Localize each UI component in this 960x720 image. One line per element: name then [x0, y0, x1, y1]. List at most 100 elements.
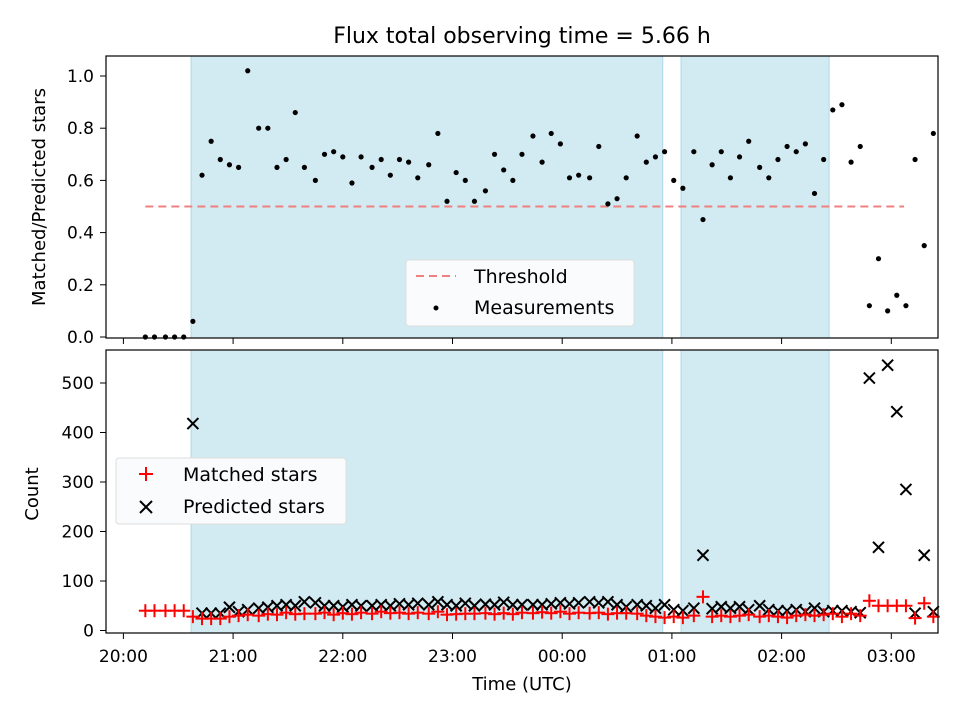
- measurement-point: [802, 141, 808, 147]
- top-legend: Threshold Measurements: [405, 259, 635, 327]
- predicted-marker-stroke: [449, 599, 463, 612]
- predicted-marker-stroke: [658, 598, 671, 611]
- measurement-point: [903, 303, 909, 309]
- measurement-point: [548, 130, 554, 137]
- x-tick-label: 02:00: [757, 647, 806, 667]
- shaded-region: [680, 55, 830, 339]
- measurement-point: [301, 164, 308, 170]
- predicted-marker-stroke: [431, 595, 445, 608]
- predicted-marker-stroke: [402, 598, 415, 611]
- measurement-point: [312, 177, 318, 183]
- predicted-star-point: [687, 602, 701, 615]
- bottom-y-tick-label: 100: [62, 572, 94, 592]
- threshold-legend-label: Threshold: [473, 266, 568, 288]
- matched-star-point: [630, 607, 644, 621]
- measurement-point: [435, 130, 441, 137]
- predicted-star-point: [449, 599, 463, 612]
- measurement-point: [700, 216, 706, 223]
- top-legend-box: [405, 259, 635, 327]
- predicted-star-point: [411, 597, 424, 610]
- measurement-point: [757, 164, 763, 170]
- matched-star-point: [515, 606, 529, 620]
- measurement-point: [171, 334, 178, 340]
- measurement-point: [256, 125, 262, 131]
- measurement-point: [576, 172, 582, 178]
- matched-legend-marker: [139, 467, 153, 481]
- measurement-point: [866, 303, 872, 309]
- measurement-point: [566, 175, 573, 181]
- predicted-marker-stroke: [592, 596, 605, 609]
- predicted-star-point: [658, 598, 671, 611]
- measurement-point: [181, 334, 187, 340]
- matched-star-point: [354, 606, 368, 620]
- predicted-marker-stroke: [535, 598, 549, 611]
- measurement-point: [857, 143, 863, 150]
- measurement-point: [453, 169, 459, 176]
- predicted-marker-stroke: [572, 596, 585, 609]
- x-tick-label: 20:00: [99, 647, 148, 667]
- measurement-point: [406, 159, 412, 165]
- measurement-point: [652, 154, 659, 160]
- measurement-point: [875, 256, 882, 262]
- x-tick-label: 01:00: [647, 647, 696, 667]
- bottom-y-tick-label: 500: [62, 374, 94, 394]
- matched-star-point: [835, 610, 849, 624]
- predicted-marker-stroke: [780, 604, 794, 617]
- matched-star-point: [279, 606, 293, 620]
- predicted-marker-stroke: [365, 599, 379, 612]
- bottom-y-tick-label: 0: [83, 622, 94, 642]
- matched-star-point: [908, 611, 922, 625]
- predicted-marker-stroke: [223, 601, 236, 614]
- measurement-points: [142, 68, 936, 340]
- bottom-y-tick-label: 400: [62, 424, 94, 444]
- matched-star-point: [318, 606, 332, 620]
- measurement-point: [885, 308, 891, 314]
- bottom-y-tick-label: 200: [62, 523, 94, 543]
- predicted-star-point: [384, 599, 397, 612]
- predicted-star-point: [890, 405, 903, 418]
- predicted-star-point: [468, 599, 481, 612]
- measurement-point: [358, 154, 364, 160]
- measurement-point: [709, 162, 715, 168]
- measurement-point: [199, 172, 205, 178]
- matched-star-point: [844, 607, 858, 621]
- count-points: [138, 358, 940, 626]
- predicted-legend-label: Predicted stars: [183, 496, 325, 518]
- predicted-marker-stroke: [676, 604, 690, 617]
- predicted-marker-stroke: [318, 599, 331, 612]
- top-y-tick-label: 0.2: [67, 276, 94, 296]
- predicted-marker-stroke: [687, 602, 701, 615]
- x-tick-label: 23:00: [428, 647, 477, 667]
- predicted-marker-stroke: [649, 602, 662, 615]
- predicted-star-point: [601, 595, 615, 608]
- top-y-tick-label: 0.8: [67, 119, 94, 139]
- measurement-point: [292, 109, 298, 116]
- x-tick-label: 03:00: [867, 647, 916, 667]
- matched-star-point: [186, 610, 200, 624]
- measurement-point: [821, 156, 827, 163]
- matched-star-point: [780, 611, 794, 625]
- x-tick-label: 00:00: [538, 647, 587, 667]
- predicted-star-point: [223, 601, 236, 614]
- predicted-star-point: [733, 600, 746, 613]
- matched-star-point: [899, 599, 913, 613]
- predicted-marker-stroke: [468, 599, 481, 612]
- predicted-marker-stroke: [753, 599, 766, 612]
- matched-legend-label: Matched stars: [183, 464, 317, 486]
- measurement-point: [793, 149, 799, 155]
- measurement-point: [587, 175, 593, 181]
- predicted-marker-stroke: [526, 598, 540, 611]
- predicted-marker-stroke: [863, 371, 876, 385]
- predicted-star-point: [918, 549, 931, 562]
- predicted-marker-stroke: [459, 597, 472, 610]
- predicted-marker-stroke: [515, 598, 529, 611]
- predicted-marker-stroke: [610, 598, 624, 611]
- predicted-star-point: [506, 598, 520, 611]
- matched-star-point: [345, 607, 359, 621]
- bottom-legend-box: [115, 457, 347, 525]
- measurement-point: [643, 159, 649, 165]
- top-y-tick-label: 1.0: [67, 67, 94, 87]
- measurement-point: [245, 68, 251, 74]
- x-tick-label: 21:00: [209, 647, 258, 667]
- predicted-marker-stroke: [890, 405, 903, 418]
